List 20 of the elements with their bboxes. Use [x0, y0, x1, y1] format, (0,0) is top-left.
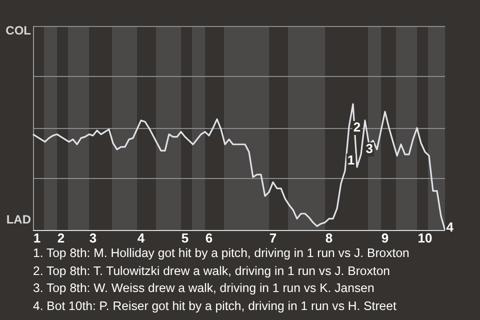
x-tick-label: 6: [205, 230, 213, 246]
text: 2. Top 8th: T. Tulowitzki drew a walk, driving in 1 run vs J. Broxton: [33, 262, 391, 280]
text: LAD: [6, 212, 32, 226]
annotation: 2: [353, 120, 361, 135]
annotation: 1: [347, 152, 355, 168]
x-tick-label: 3: [89, 230, 97, 246]
x-tick-label: 9: [381, 230, 389, 246]
x-tick-label: 10: [418, 230, 432, 246]
x-tick-label: 8: [325, 230, 333, 246]
annotation: 3: [366, 140, 374, 156]
annotation: 4: [446, 220, 454, 235]
x-tick-label: 7: [269, 230, 277, 246]
text: 1. Top 8th: M. Holliday got hit by a pitch, driving in 1 run vs J. Broxton: [33, 245, 410, 262]
text: 4. Bot 10th: P. Reiser got hit by a pitch, driving in 1 run vs H. Street: [33, 298, 398, 314]
x-tick-label: 5: [181, 230, 189, 246]
x-tick-label: 4: [137, 230, 146, 246]
x-tick-label: 2: [57, 230, 65, 246]
text: COL: [6, 23, 31, 38]
x-tick-label: 1: [33, 230, 41, 246]
text: 3. Top 8th: W. Weiss drew a walk, driving in 1 run vs K. Jansen: [33, 280, 376, 297]
